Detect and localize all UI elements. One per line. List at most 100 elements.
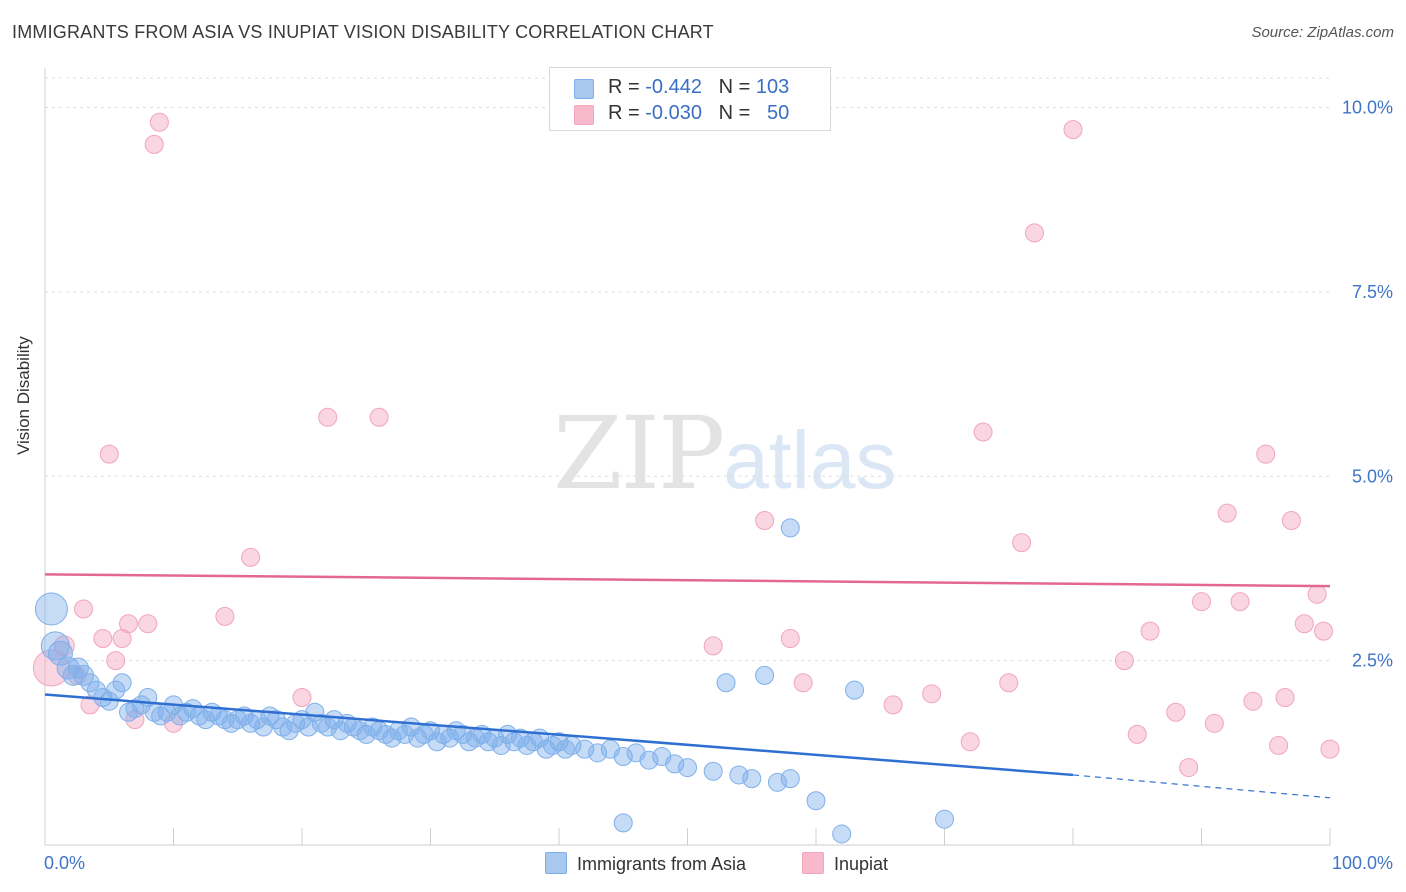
- chart-title: IMMIGRANTS FROM ASIA VS INUPIAT VISION D…: [12, 22, 714, 42]
- inupiat-point: [1256, 444, 1276, 464]
- asia-point: [318, 717, 338, 737]
- chart-source: Source: ZipAtlas.com: [1251, 24, 1394, 41]
- inupiat-point: [1217, 503, 1237, 523]
- asia-point: [47, 640, 73, 666]
- watermark-atlas: atlas: [723, 415, 897, 506]
- asia-point: [151, 706, 171, 726]
- asia-point: [73, 664, 95, 686]
- legend-stats-inupiat: R = -0.030 N = 50: [608, 102, 790, 124]
- inupiat-point: [703, 636, 723, 656]
- asia-point: [742, 769, 762, 789]
- legend: R = -0.442 N = 103 R = -0.030 N = 50: [549, 67, 831, 131]
- tick-labels: 2.5% 5.0% 7.5% 10.0% 0.0% 100.0%: [44, 98, 1393, 874]
- inupiat-point: [960, 732, 980, 752]
- asia-point: [34, 592, 68, 626]
- asia-point: [639, 750, 659, 770]
- asia-point: [440, 728, 460, 748]
- asia-point: [767, 772, 787, 792]
- inupiat-point: [780, 629, 800, 648]
- inupiat-point: [755, 511, 775, 530]
- inupiat-point: [1314, 621, 1334, 641]
- inupiat-point: [1320, 739, 1340, 759]
- legend-swatch-asia: [574, 79, 594, 99]
- inupiat-point: [1281, 511, 1301, 530]
- inupiat-point: [1243, 691, 1263, 711]
- asia-point: [241, 713, 261, 733]
- asia-point: [376, 724, 396, 744]
- inupiat-point: [1307, 584, 1327, 604]
- inupiat-point: [1012, 533, 1032, 553]
- inupiat-point: [369, 407, 389, 427]
- legend-stats-asia: R = -0.442 N = 103: [608, 76, 790, 98]
- inupiat-point: [1024, 223, 1044, 243]
- x-tick-label-max: 100.0%: [1332, 853, 1393, 873]
- asia-trend-line: [44, 693, 1074, 777]
- inupiat-point: [74, 599, 94, 619]
- asia-point: [176, 702, 196, 722]
- asia-point: [395, 724, 415, 744]
- inupiat-point: [93, 629, 113, 648]
- bottom-legend-swatch-asia: [545, 852, 567, 874]
- watermark: ZIPatlas: [553, 395, 897, 512]
- asia-point: [703, 761, 723, 781]
- asia-point: [491, 735, 511, 755]
- asia-points: [34, 518, 954, 844]
- asia-point: [613, 747, 633, 766]
- asia-point: [780, 518, 800, 538]
- inupiat-point: [1294, 614, 1314, 634]
- asia-point: [510, 728, 530, 748]
- inupiat-point: [215, 606, 235, 626]
- grid-lines: [45, 77, 1330, 662]
- inupiat-point: [138, 614, 158, 634]
- asia-point: [504, 732, 524, 752]
- inupiat-point: [1140, 621, 1160, 641]
- asia-point: [780, 769, 800, 789]
- asia-point: [427, 732, 447, 752]
- trend-lines: [44, 573, 1331, 799]
- asia-point: [112, 673, 132, 693]
- asia-point: [549, 732, 569, 752]
- inupiat-point: [1063, 120, 1083, 140]
- asia-point: [806, 791, 826, 811]
- asia-point: [678, 758, 697, 778]
- inupiat-trend-line: [44, 573, 1331, 588]
- inupiat-point: [1192, 592, 1211, 612]
- asia-point: [832, 824, 852, 844]
- asia-point: [716, 673, 736, 693]
- asia-point: [183, 699, 203, 719]
- inupiat-point: [1166, 702, 1186, 722]
- inupiat-point: [241, 547, 261, 567]
- inupiat-point: [999, 673, 1019, 693]
- y-axis-label: Vision Disability: [14, 336, 33, 455]
- bottom-legend-label-inupiat: Inupiat: [834, 854, 889, 874]
- asia-point: [478, 732, 498, 752]
- asia-trend-line-extension: [1072, 774, 1331, 799]
- y-tick-label: 2.5%: [1352, 651, 1393, 671]
- bottom-legend-asia: Immigrants from Asia: [545, 852, 746, 875]
- inupiat-point: [144, 134, 164, 154]
- legend-swatch-inupiat: [574, 105, 594, 125]
- y-tick-label: 5.0%: [1352, 466, 1393, 486]
- y-tick-label: 7.5%: [1352, 282, 1393, 302]
- asia-point: [453, 724, 473, 744]
- inupiat-point: [1179, 758, 1199, 778]
- inupiat-point: [99, 444, 119, 464]
- asia-point: [555, 739, 575, 759]
- inupiat-point: [793, 673, 813, 693]
- inupiat-point: [973, 422, 993, 442]
- asia-point: [729, 765, 749, 785]
- inupiat-point: [292, 688, 312, 707]
- x-tick-label-min: 0.0%: [44, 853, 85, 873]
- watermark-zip: ZIP: [553, 395, 725, 512]
- inupiat-point: [922, 684, 942, 704]
- inupiat-point: [119, 614, 139, 634]
- inupiat-point: [106, 651, 126, 671]
- asia-point: [331, 721, 351, 741]
- bottom-legend-swatch-inupiat: [802, 852, 824, 874]
- asia-point: [845, 680, 865, 700]
- asia-point: [588, 743, 608, 763]
- inupiat-point: [883, 695, 903, 715]
- inupiat-point: [1204, 713, 1224, 733]
- asia-point: [311, 713, 331, 733]
